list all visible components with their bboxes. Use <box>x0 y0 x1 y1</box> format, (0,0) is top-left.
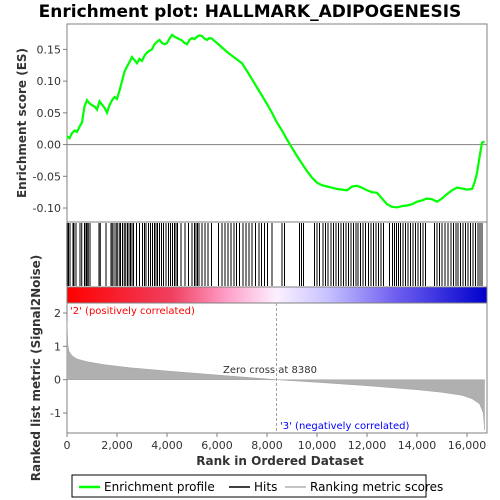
metric-y-tick-label: 1 <box>54 340 61 353</box>
es-y-tick-label: -0.10 <box>33 202 61 215</box>
x-tick-label: 8,000 <box>251 439 283 452</box>
legend-label-hits: Hits <box>254 480 277 494</box>
x-tick-label: 4,000 <box>151 439 183 452</box>
metric-y-axis-label: Ranked list metric (Signal2Noise) <box>29 255 43 482</box>
legend: Enrichment profile Hits Ranking metric s… <box>71 474 443 498</box>
x-tick-label: 10,000 <box>298 439 337 452</box>
x-tick-label: 16,000 <box>448 439 487 452</box>
es-y-axis-label: Enrichment score (ES) <box>15 48 29 198</box>
metric-y-tick-label: 0 <box>54 374 61 387</box>
legend-label-ranking-metric: Ranking metric scores <box>310 480 443 494</box>
es-y-tick-label: 0.10 <box>37 75 62 88</box>
rank-color-bar <box>66 286 488 304</box>
legend-box <box>71 474 427 498</box>
enrichment-profile-line <box>66 33 486 209</box>
metric-y-tick-label: 2 <box>54 307 61 320</box>
legend-label-enrichment-profile: Enrichment profile <box>104 480 215 494</box>
x-tick-label: 12,000 <box>348 439 387 452</box>
x-tick-label: 6,000 <box>201 439 233 452</box>
x-tick-label: 2,000 <box>101 439 133 452</box>
chart-title: Enrichment plot: HALLMARK_ADIPOGENESIS <box>39 2 462 22</box>
es-y-tick-label: -0.05 <box>33 170 61 183</box>
positive-correlation-label: '2' (positively correlated) <box>70 306 195 317</box>
es-y-tick-label: 0.00 <box>37 139 62 152</box>
x-tick-label: 14,000 <box>398 439 437 452</box>
metric-panel: 2 1 0 -1 0 2,000 4,000 6,000 8,000 10,000 12,000 1… <box>29 255 488 482</box>
hits-panel <box>66 221 488 288</box>
x-axis-label: Rank in Ordered Dataset <box>196 454 364 468</box>
es-y-tick-label: 0.15 <box>37 43 62 56</box>
es-panel: 0.15 0.10 0.05 0.00 -0.05 -0.10 Enrichment sc… <box>15 23 488 223</box>
es-y-tick-label: 0.05 <box>37 107 62 120</box>
zero-cross-label: Zero cross at 8380 <box>223 365 317 376</box>
hit-lines <box>66 223 483 286</box>
negative-correlation-label: '3' (negatively correlated) <box>280 421 409 432</box>
x-tick-label: 0 <box>64 439 71 452</box>
metric-y-tick-label: -1 <box>50 407 61 420</box>
